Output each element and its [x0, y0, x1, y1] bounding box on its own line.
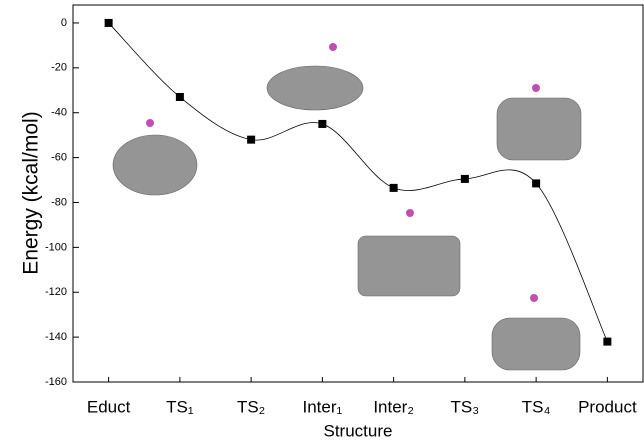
y-axis-title: Energy (kcal/mol) [20, 111, 43, 274]
point [460, 174, 469, 183]
y-tick-label: -80 [51, 196, 67, 208]
y-tick-label: -20 [51, 62, 67, 74]
y-tick-label: -60 [51, 152, 67, 164]
x-tick-label: Inter₂ [373, 397, 414, 416]
molecule-images [112, 65, 582, 371]
atom [530, 294, 538, 302]
y-tick-label: -40 [51, 107, 67, 119]
x-tick-label: TS₄ [522, 397, 551, 416]
atom [146, 119, 154, 127]
point [104, 18, 113, 27]
y-tick-label: 0 [61, 17, 67, 29]
x-tick-label: Inter₁ [302, 397, 342, 416]
y-tick-label: -160 [45, 376, 67, 388]
x-tick-label: TS₃ [451, 397, 480, 416]
plot-frame [72, 4, 644, 383]
point [247, 135, 256, 144]
molecule [491, 317, 581, 371]
molecule [266, 65, 364, 111]
x-tick-label: Product [578, 397, 637, 416]
y-tick-label: -140 [45, 331, 67, 343]
point [318, 119, 327, 128]
point [175, 93, 184, 102]
atom [406, 209, 414, 217]
x-tick-label: TS₂ [237, 397, 265, 416]
atom [329, 43, 337, 51]
point [603, 337, 612, 346]
atom [532, 84, 540, 92]
molecule [496, 97, 582, 161]
y-tick-label: -100 [45, 241, 67, 253]
molecule-atoms [146, 43, 540, 302]
x-axis-title: Structure [324, 421, 393, 440]
x-tick-label: Educt [87, 397, 131, 416]
x-tick-label: TS₁ [166, 397, 194, 416]
molecule [357, 235, 461, 297]
point [532, 179, 541, 188]
molecule [112, 134, 198, 196]
y-tick-label: -120 [45, 286, 67, 298]
point [389, 183, 398, 192]
